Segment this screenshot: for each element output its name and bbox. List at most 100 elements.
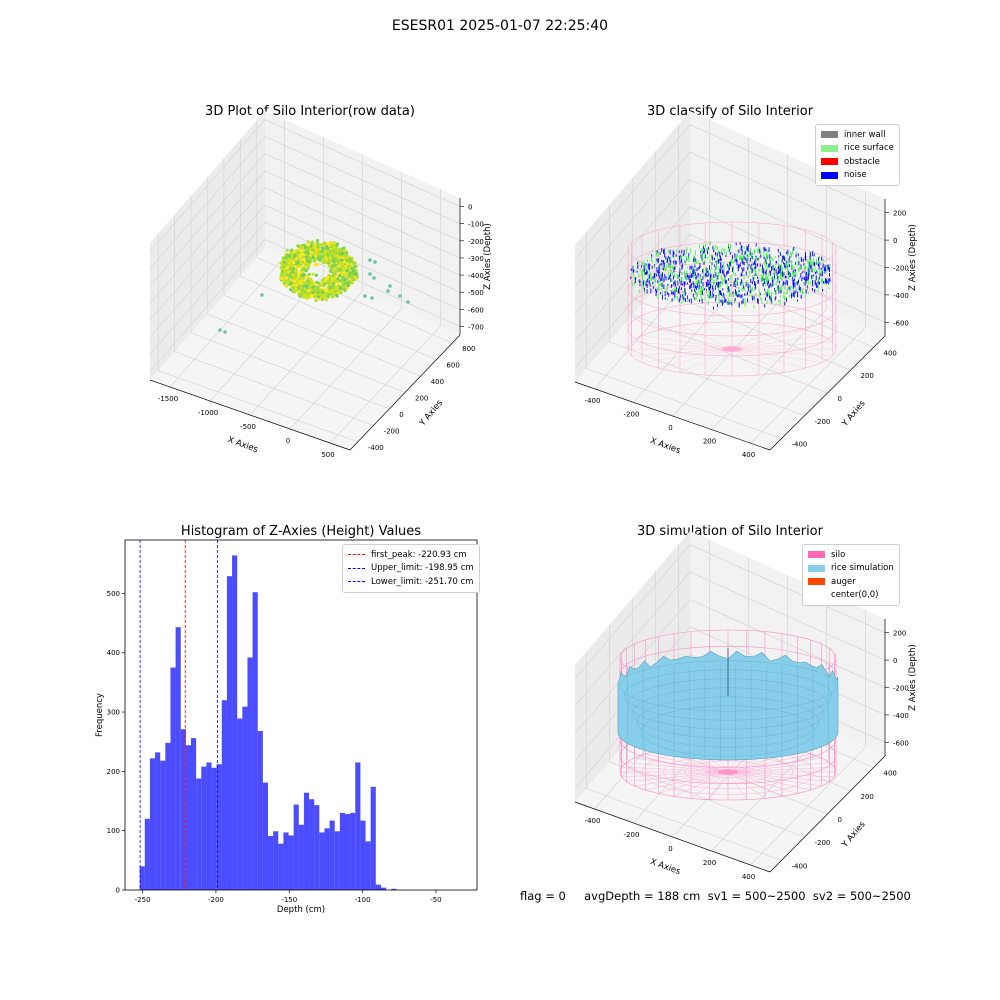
- raw-grid-z: [149, 170, 461, 304]
- raw-point: [330, 263, 334, 268]
- sim-floor-spoke: [709, 771, 729, 800]
- sim-floor-spoke: [645, 753, 729, 773]
- raw-point: [318, 254, 322, 258]
- histogram-bar: [242, 706, 248, 890]
- raw-point: [287, 254, 291, 258]
- histogram-axes[interactable]: -250 -200 -150 -100 -50 0 100 200 300 400 500 Depth…: [70, 520, 490, 920]
- raw-point: [310, 280, 314, 284]
- raw-x-axis-line: [149, 379, 351, 451]
- raw-outlier-point: [260, 293, 264, 297]
- raw-grid-z: [149, 119, 461, 252]
- raw-point: [288, 275, 293, 279]
- raw-xlabel: X Axies: [226, 435, 259, 455]
- raw-outlier-point: [388, 284, 392, 288]
- classify-plot-panel: 3D classify of Silo Interior -400 -200 0 20…: [550, 100, 918, 480]
- raw-ytick-label: 0: [399, 411, 403, 419]
- cls-zlabel: Z Axies (Depth): [908, 224, 918, 291]
- histogram-bar: [149, 758, 156, 890]
- histogram-legend-entry: first_peak: -220.93 cm: [348, 548, 474, 562]
- raw-point: [343, 249, 347, 253]
- cls-floor-spoke: [631, 341, 733, 350]
- raw-point: [335, 286, 339, 290]
- histogram-bar: [273, 831, 279, 890]
- raw-point: [320, 288, 324, 292]
- raw-point: [285, 260, 290, 264]
- sim-floor-spoke: [690, 771, 729, 799]
- raw-grid-z: [149, 221, 461, 355]
- sim-legend-entry: center(0,0): [808, 589, 894, 603]
- cls-xtick-label: 200: [703, 438, 716, 446]
- raw-point: [322, 258, 326, 262]
- simulation-legend: silo rice simulation auger center(0,0): [802, 544, 900, 606]
- raw-point: [322, 246, 326, 250]
- cls-ytick-label: -400: [792, 441, 808, 449]
- classify-plot-axes[interactable]: -400 -200 0 200 400 -400 -200 0 200 400 -600 -400 -2…: [550, 100, 918, 480]
- simulation-plot-axes[interactable]: -400 -200 0 200 400 -400 -200 0 200 400 -600 -400 -2…: [550, 520, 918, 881]
- sim-floor-spoke: [626, 762, 729, 773]
- raw-point: [318, 297, 322, 301]
- histogram-legend-line: [348, 554, 365, 556]
- histogram-legend-entry: Lower_limit: -251.70 cm: [348, 575, 474, 589]
- raw-point: [338, 286, 343, 290]
- raw-point: [324, 294, 328, 298]
- raw-outlier-point: [223, 330, 227, 334]
- raw-point: [306, 250, 310, 254]
- raw-outlier-point: [218, 328, 222, 332]
- sim-floor-spoke: [621, 766, 729, 773]
- sim-floor-spoke: [645, 771, 729, 791]
- raw-point: [316, 248, 321, 252]
- cls-grid-z: [574, 179, 886, 314]
- raw-point: [333, 277, 337, 281]
- sim-zlabel: Z Axies (Depth): [908, 644, 918, 711]
- raw-point: [290, 252, 294, 256]
- raw-point: [351, 269, 356, 273]
- histogram-bar: [314, 805, 320, 890]
- histogram-legend-label: first_peak: -220.93 cm: [371, 549, 467, 560]
- status-line: flag = 0 avgDepth = 188 cm sv1 = 500~250…: [520, 889, 911, 903]
- raw-ytick-label: 800: [462, 345, 475, 353]
- raw-point: [322, 276, 326, 280]
- raw-ztick-label: 0: [468, 204, 472, 212]
- sim-rice-mesh-ring: [637, 696, 819, 748]
- raw-point: [348, 274, 352, 278]
- histogram-bar: [206, 762, 212, 890]
- cls-ztick-label: 200: [893, 210, 906, 218]
- raw-point: [303, 289, 307, 293]
- sim-legend-entry: rice simulation: [808, 562, 894, 576]
- cls-ztick-label: -400: [893, 292, 909, 300]
- histogram-bar: [221, 700, 227, 890]
- sim-floor-spoke: [727, 753, 811, 773]
- histogram-bar: [139, 866, 145, 890]
- cls-ztick-label: 0: [893, 237, 897, 245]
- histogram-bar: [334, 831, 340, 890]
- cls-floor-spoke: [731, 329, 806, 350]
- raw-point: [316, 295, 320, 299]
- histogram-xtick-label: -50: [430, 896, 441, 904]
- raw-point: [317, 290, 321, 294]
- raw-point: [298, 255, 302, 259]
- raw-point: [345, 276, 350, 281]
- histogram-bar: [144, 818, 150, 890]
- raw-point: [302, 268, 306, 272]
- raw-point: [330, 295, 335, 299]
- raw-point: [324, 249, 328, 253]
- cls-floor-spoke: [658, 348, 733, 369]
- raw-point: [324, 298, 329, 302]
- raw-point: [345, 269, 349, 273]
- raw-point: [285, 253, 289, 257]
- histogram-bar: [237, 718, 243, 890]
- raw-point: [314, 254, 318, 258]
- raw-point: [325, 244, 329, 248]
- raw-point: [306, 243, 310, 247]
- histogram-legend-label: Upper_limit: -198.95 cm: [371, 563, 474, 574]
- histogram-bar: [252, 592, 258, 890]
- histogram-bar: [180, 729, 186, 890]
- raw-point: [310, 241, 314, 246]
- sim-xtick-label: -400: [585, 817, 601, 825]
- raw-plot-axes[interactable]: -1500-1000-5000500-400-2000200400600800-…: [130, 100, 493, 480]
- raw-point: [330, 266, 334, 270]
- raw-point: [282, 278, 286, 282]
- sim-rice-body: [617, 650, 839, 761]
- sim-xlabel: X Axies: [649, 857, 682, 877]
- sim-ztick-label: -600: [893, 739, 909, 747]
